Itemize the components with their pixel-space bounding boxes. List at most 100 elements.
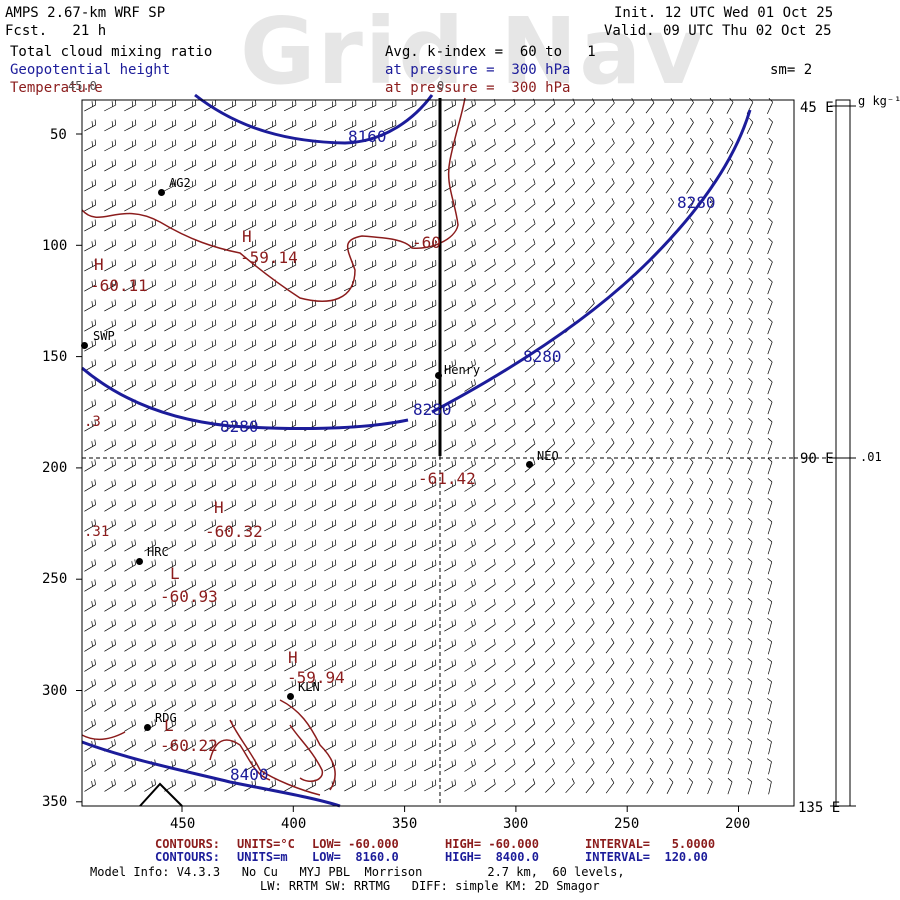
wind-barb (304, 599, 317, 612)
wind-barb (484, 179, 496, 192)
wind-barb (364, 779, 377, 792)
wind-barb (504, 118, 516, 133)
wind-barb (323, 99, 337, 112)
top-label-45: 45.0 (68, 79, 97, 93)
wind-barb (383, 259, 397, 272)
y-tick-label-250: 250 (42, 571, 68, 587)
wind-barb (283, 139, 297, 152)
wind-barb (184, 679, 196, 692)
wind-barb (484, 559, 496, 572)
wind-barb (707, 637, 713, 655)
wind-barb (224, 519, 237, 532)
wind-barb (585, 778, 595, 794)
wind-barb (565, 738, 575, 754)
wind-barb (767, 578, 773, 595)
height-contour-8160 (194, 93, 434, 145)
wind-barb (544, 138, 556, 153)
field-temperature: Temperature (10, 80, 103, 96)
wind-barb (565, 218, 576, 233)
wind-barb (746, 137, 754, 155)
wind-barb (324, 399, 337, 412)
wind-barb (363, 259, 377, 272)
wind-barb (224, 479, 237, 492)
wind-barb (626, 618, 634, 634)
wind-barb (144, 259, 157, 272)
wind-barb (767, 358, 773, 375)
x-tick-label-400: 400 (281, 816, 307, 832)
wind-barb (284, 319, 297, 332)
wind-barb (444, 319, 457, 332)
wind-barb (524, 278, 536, 293)
wind-barb (184, 399, 197, 412)
wind-barb (646, 677, 654, 694)
pressure-temp: at pressure = 300 hPa (385, 80, 571, 96)
wind-barb (727, 718, 733, 735)
wind-barb (484, 439, 496, 452)
station-rdg[interactable]: RDG (144, 712, 177, 735)
wind-barb (204, 359, 217, 372)
wind-barb (423, 219, 437, 231)
wind-barb (144, 439, 157, 452)
wind-barb (124, 419, 137, 432)
wind-barb (264, 439, 277, 452)
wind-barb (706, 277, 714, 294)
wind-barb (104, 679, 116, 692)
wind-barb (504, 138, 516, 153)
wind-barb (544, 458, 556, 473)
wind-barb (484, 398, 496, 412)
wind-barb (706, 257, 714, 274)
wind-barb (144, 339, 157, 352)
wind-barb (84, 579, 96, 592)
wind-barb (484, 738, 496, 753)
wind-barb (605, 658, 615, 674)
wind-barb (344, 399, 357, 412)
wind-barb (344, 579, 357, 592)
wind-barb (344, 599, 357, 612)
station-kln[interactable]: KLN (287, 681, 320, 704)
wind-barb (585, 198, 595, 213)
station-ag2[interactable]: AG2 (158, 177, 191, 200)
wind-barb (84, 499, 96, 512)
wind-barb (464, 779, 476, 792)
wind-barb (84, 439, 96, 452)
wind-barb (284, 299, 297, 312)
longitude-label-90e: 90 E (800, 451, 834, 467)
station-neo[interactable]: NEO (526, 450, 559, 472)
x-tick-label-200: 200 (725, 816, 751, 832)
wind-barb (403, 99, 417, 111)
wind-barb (504, 378, 516, 393)
wind-barb (144, 559, 156, 572)
wind-barb (666, 677, 674, 694)
wind-barb (686, 177, 694, 194)
wind-barb (444, 719, 457, 732)
wind-barb (524, 338, 536, 353)
wind-barb (404, 759, 417, 772)
wind-barb (544, 358, 556, 373)
station-hrc[interactable]: HRC (136, 546, 169, 569)
wind-barb (666, 138, 674, 154)
wind-barb (767, 478, 773, 495)
wind-barb (244, 519, 257, 532)
wind-barb (304, 679, 317, 692)
wind-barb (605, 278, 615, 294)
temp-extreme-letter: H (214, 498, 224, 517)
y-tick-label-50: 50 (50, 127, 67, 143)
wind-barb (565, 778, 575, 794)
wind-barb (727, 617, 733, 635)
wind-barb (184, 179, 197, 192)
wind-barb (646, 398, 654, 414)
station-swp[interactable]: SWP (81, 330, 115, 353)
wind-barb (585, 298, 595, 313)
wind-barb (524, 138, 536, 153)
wind-barb (424, 699, 437, 712)
wind-barb (727, 778, 733, 795)
wind-barb (363, 99, 377, 111)
wind-barb (746, 197, 754, 215)
station-henry[interactable]: Henry (435, 364, 480, 383)
wind-barb (666, 277, 674, 294)
wind-barb (184, 539, 197, 552)
wind-barb (504, 758, 516, 773)
wind-barb (727, 738, 733, 755)
wind-barb (344, 679, 357, 692)
wind-barb (344, 699, 357, 712)
